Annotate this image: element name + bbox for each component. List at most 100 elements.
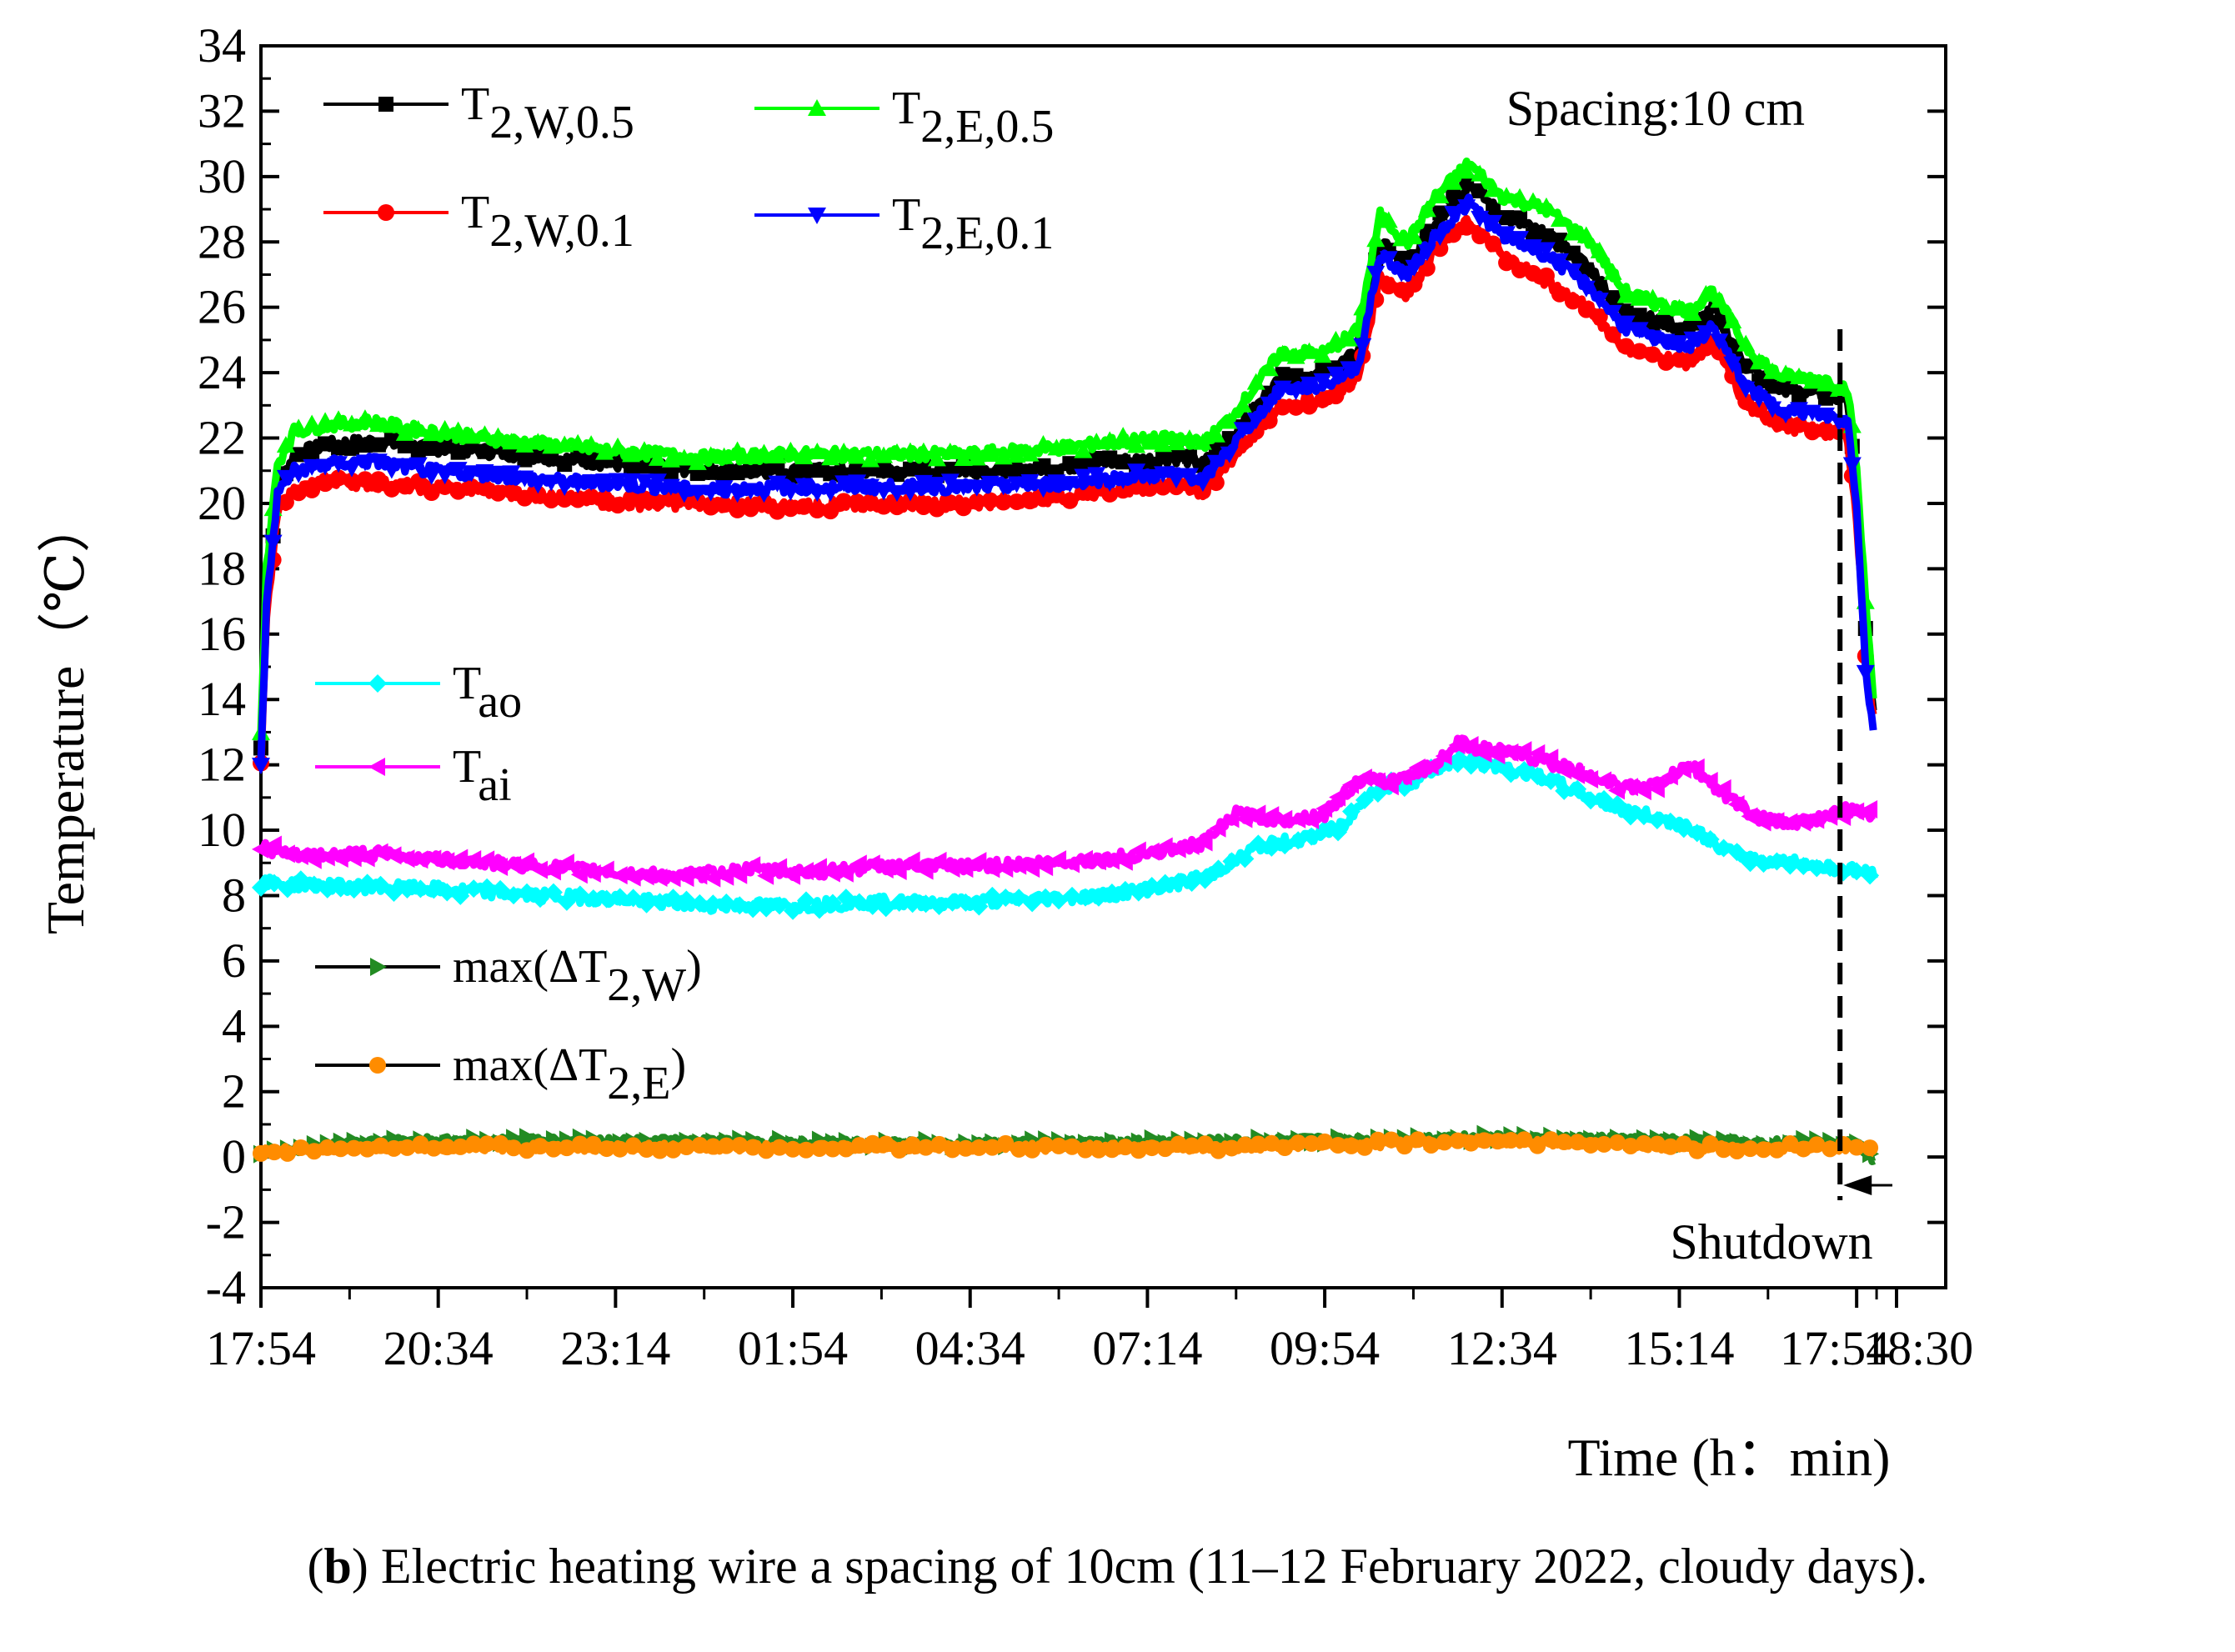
data-point-T2E01	[316, 458, 335, 476]
data-point-dTE	[890, 1142, 908, 1159]
data-point-T2E01	[276, 469, 295, 487]
data-point-T2W01	[1300, 398, 1318, 415]
data-point-Tai	[1781, 813, 1798, 832]
data-point-Tai	[1381, 777, 1399, 796]
data-point-dTE	[744, 1139, 762, 1156]
data-point-Tao	[1541, 771, 1561, 790]
data-point-T2W01	[543, 491, 560, 508]
data-point-Tai	[1289, 809, 1306, 829]
y-tick-label: 6	[222, 934, 246, 988]
data-point-T2W05	[291, 447, 307, 463]
data-point-T2E05	[343, 414, 361, 432]
data-point-Tai	[1714, 778, 1731, 798]
data-point-Tao	[331, 879, 350, 898]
data-point-Tao	[1448, 754, 1467, 773]
data-point-dTE	[519, 1142, 536, 1159]
data-point-T2W01	[702, 498, 719, 516]
data-point-Tao	[1501, 764, 1521, 783]
data-point-T2E05	[1670, 298, 1689, 316]
data-point-T2E05	[1100, 431, 1120, 448]
data-point-T2W05	[1512, 210, 1528, 226]
data-point-T2E01	[1100, 474, 1120, 492]
data-point-T2W05	[304, 444, 320, 460]
data-point-T2E05	[1550, 210, 1569, 228]
data-point-T2W05	[1288, 368, 1304, 383]
data-point-T2E01	[1431, 228, 1450, 246]
data-point-dTE	[917, 1139, 935, 1156]
data-point-T2W05	[1565, 245, 1581, 261]
data-point-Tai	[1861, 799, 1878, 818]
data-point-Tai	[252, 839, 268, 859]
data-point-T2E01	[940, 473, 960, 491]
data-point-T2W05	[1526, 228, 1541, 243]
data-point-dTE	[1635, 1134, 1652, 1152]
data-point-T2E05	[555, 435, 574, 453]
x-tick-label: 07:14	[1092, 1321, 1202, 1375]
data-point-T2E01	[1710, 333, 1729, 351]
data-point-T2W05	[1631, 308, 1647, 323]
data-point-Tai	[983, 859, 1000, 879]
data-point-dTE	[1050, 1137, 1068, 1154]
data-point-T2E01	[834, 475, 854, 493]
y-tick-label: 24	[198, 345, 246, 399]
data-point-T2E01	[1550, 253, 1569, 270]
data-point-T2W01	[369, 471, 387, 488]
data-point-T2E05	[688, 453, 707, 470]
data-point-T2E05	[1750, 353, 1769, 370]
data-point-Tao	[916, 894, 935, 914]
data-point-T2W01	[1327, 388, 1345, 405]
data-point-T2E01	[1074, 468, 1093, 486]
data-point-dTE	[1303, 1134, 1320, 1152]
data-point-T2E05	[1260, 359, 1279, 377]
data-point-T2E05	[634, 441, 654, 458]
data-point-dTE	[758, 1142, 775, 1159]
data-point-Tai	[1368, 772, 1386, 791]
data-point-T2E01	[794, 478, 814, 495]
data-point-Tai	[664, 869, 681, 888]
data-point-T2W01	[396, 478, 413, 495]
data-point-Tao	[358, 874, 377, 893]
data-point-T2E05	[569, 433, 588, 451]
data-point-Tai	[451, 849, 469, 868]
data-point-T2E05	[1166, 433, 1185, 451]
data-point-Tai	[264, 835, 282, 854]
data-point-T2W05	[1751, 373, 1767, 389]
data-point-T2E05	[661, 450, 680, 468]
data-point-T2W01	[489, 484, 507, 502]
data-point-T2W05	[1792, 388, 1807, 404]
data-point-T2W05	[809, 463, 825, 478]
data-point-T2W05	[1538, 228, 1554, 243]
legend-entry-Tao: Tao	[315, 658, 522, 728]
data-point-T2E01	[1140, 468, 1160, 486]
data-point-Tai	[836, 864, 854, 883]
data-point-T2W05	[557, 457, 573, 473]
data-point-dTE	[1330, 1137, 1347, 1154]
data-point-T2W01	[849, 493, 866, 511]
data-point-T2W05	[1486, 203, 1501, 218]
x-tick-label: 04:34	[915, 1321, 1025, 1375]
spacing-annotation: Spacing:10 cm	[1506, 81, 1805, 136]
data-point-T2E05	[1576, 226, 1596, 243]
data-point-T2E01	[1576, 280, 1596, 298]
data-point-Tao	[996, 888, 1015, 907]
data-point-dTE	[837, 1140, 854, 1158]
data-point-Tao	[1182, 873, 1201, 892]
data-point-T2E05	[303, 414, 322, 432]
data-point-T2W05	[889, 467, 905, 483]
data-point-Tao	[371, 875, 390, 894]
y-tick-label: 0	[222, 1129, 246, 1184]
data-point-Tao	[318, 879, 337, 899]
data-point-T2E05	[1313, 346, 1332, 363]
data-point-T2E05	[316, 412, 335, 429]
data-point-Tao	[1754, 854, 1773, 874]
data-point-Tao	[930, 897, 949, 916]
data-point-Tao	[1169, 873, 1188, 892]
data-point-dTE	[1542, 1131, 1560, 1149]
data-point-T2E01	[648, 473, 667, 491]
data-point-T2E01	[1286, 383, 1305, 401]
data-point-T2E01	[329, 456, 348, 473]
data-point-dTE	[1422, 1136, 1440, 1154]
data-point-dTE	[930, 1135, 948, 1153]
data-point-T2E05	[1246, 373, 1265, 390]
data-point-T2W01	[928, 500, 945, 518]
